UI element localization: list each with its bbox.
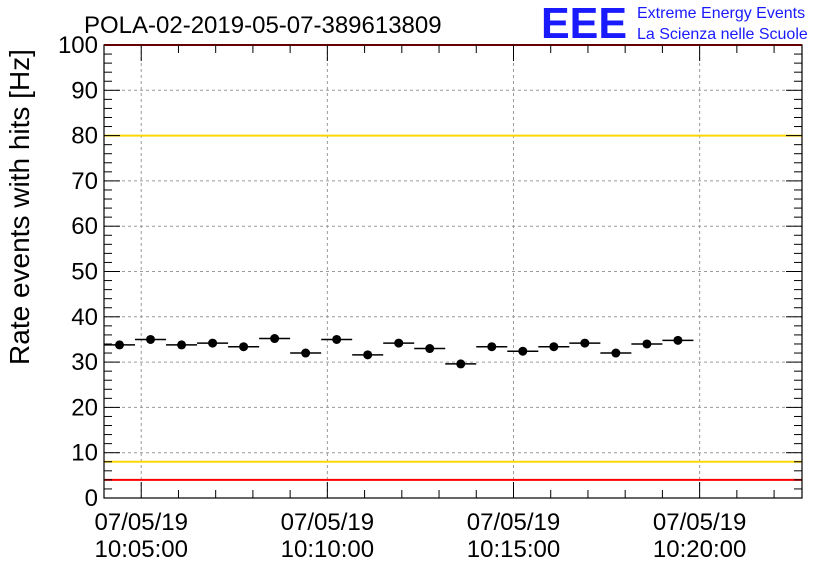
chart-title: POLA-02-2019-05-07-389613809 bbox=[84, 12, 442, 39]
y-tick-label: 30 bbox=[71, 349, 98, 376]
data-point bbox=[642, 339, 652, 349]
x-tick-date-label: 07/05/19 bbox=[653, 509, 746, 536]
y-tick-label: 20 bbox=[71, 394, 98, 421]
y-tick-label: 80 bbox=[71, 123, 98, 150]
data-point bbox=[394, 338, 404, 348]
data-point bbox=[673, 335, 683, 345]
data-point bbox=[611, 348, 621, 358]
y-tick-label: 100 bbox=[58, 32, 98, 59]
data-point bbox=[146, 334, 156, 344]
y-tick-label: 50 bbox=[71, 259, 98, 286]
data-points bbox=[104, 334, 694, 369]
reference-lines bbox=[104, 44, 802, 481]
eee-logo: EEE Extreme Energy Events La Scienza nel… bbox=[541, 0, 808, 48]
y-tick-label: 70 bbox=[71, 168, 98, 195]
x-tick-date-label: 07/05/19 bbox=[281, 509, 374, 536]
data-point bbox=[487, 342, 497, 352]
data-point bbox=[518, 346, 528, 356]
data-point bbox=[580, 338, 590, 348]
data-point bbox=[332, 334, 342, 344]
x-tick-time-label: 10:20:00 bbox=[653, 536, 746, 563]
data-point bbox=[239, 342, 249, 352]
y-tick-label: 10 bbox=[71, 440, 98, 467]
y-axis-title: Rate events with hits [Hz] bbox=[4, 49, 35, 365]
data-point bbox=[270, 334, 280, 344]
data-point bbox=[425, 344, 435, 354]
data-point bbox=[363, 350, 373, 360]
x-tick-date-label: 07/05/19 bbox=[467, 509, 560, 536]
logo-line1: Extreme Energy Events bbox=[637, 5, 805, 22]
y-tick-label: 90 bbox=[71, 77, 98, 104]
x-tick-time-label: 10:05:00 bbox=[95, 536, 188, 563]
y-tick-label: 0 bbox=[85, 485, 98, 512]
data-point bbox=[115, 340, 125, 350]
data-point bbox=[456, 359, 466, 369]
y-tick-label: 60 bbox=[71, 213, 98, 240]
data-point bbox=[177, 340, 187, 350]
x-tick-time-label: 10:10:00 bbox=[281, 536, 374, 563]
data-point bbox=[549, 342, 559, 352]
x-tick-time-label: 10:15:00 bbox=[467, 536, 560, 563]
x-ticks: 07/05/1910:05:0007/05/1910:10:0007/05/19… bbox=[95, 45, 775, 563]
grid-group bbox=[104, 45, 802, 498]
y-ticks: 0 10 20 30 40 50 60 70 80 90 100 bbox=[58, 32, 802, 512]
x-tick-date-label: 07/05/19 bbox=[95, 509, 188, 536]
y-tick-label: 40 bbox=[71, 304, 98, 331]
data-point bbox=[208, 338, 218, 348]
logo-line2: La Scienza nelle Scuole bbox=[637, 26, 808, 43]
logo-mark: EEE bbox=[541, 0, 627, 48]
data-point bbox=[301, 348, 311, 358]
